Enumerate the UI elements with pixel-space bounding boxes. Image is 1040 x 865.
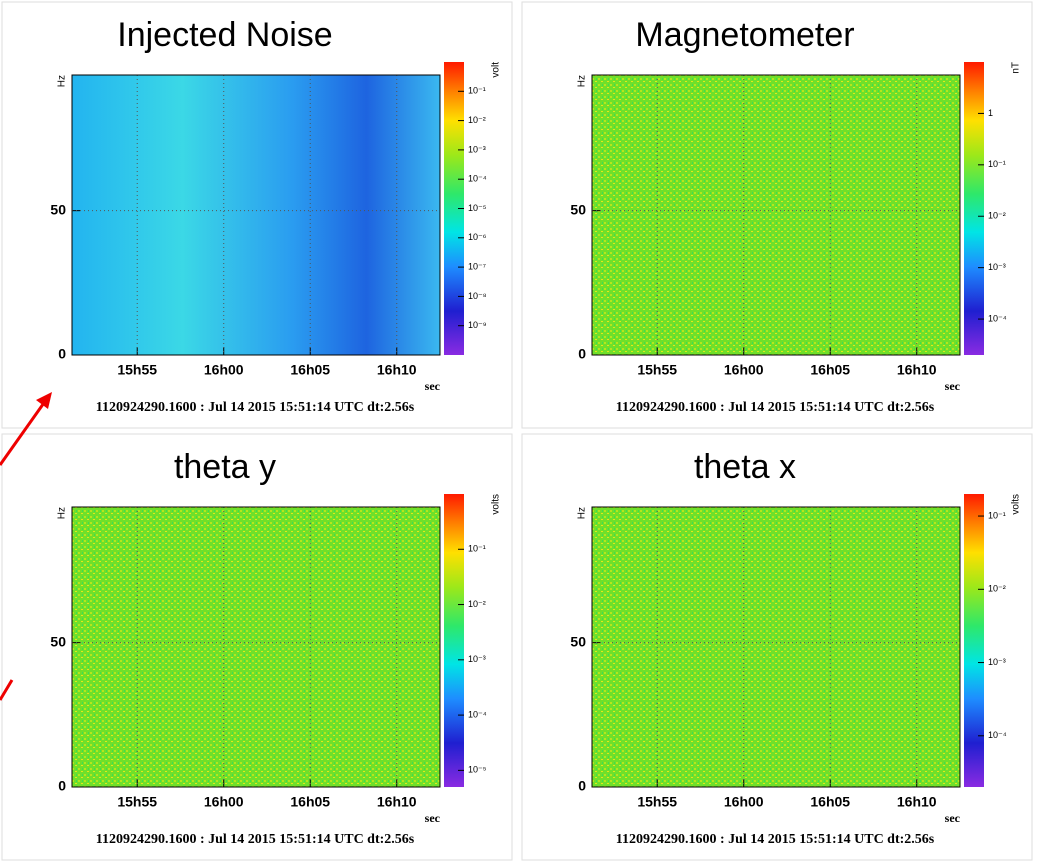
y-tick-label: 0 xyxy=(578,778,586,794)
colorbar-tick-label: 10⁻⁷ xyxy=(468,261,486,271)
colorbar-tick-label: 10⁻⁵ xyxy=(468,203,487,213)
colorbar-label: volts xyxy=(491,494,502,515)
colorbar-tick-label: 10⁻² xyxy=(468,599,486,609)
panel: 0 50 15h55 16h00 16h05 16h10 Hz sec 10⁻¹ 10⁻² 10⁻³… xyxy=(521,433,1033,861)
panel: 0 50 15h55 16h00 16h05 16h10 Hz sec 10⁻¹ 10⁻² 10⁻³… xyxy=(1,433,513,861)
x-tick-label: 16h00 xyxy=(724,794,764,810)
x-tick-label: 15h55 xyxy=(637,362,677,378)
colorbar-tick-label: 10⁻³ xyxy=(468,144,486,154)
x-tick-label: 15h55 xyxy=(117,362,157,378)
panel: 0 50 15h55 16h00 16h05 16h10 Hz sec 10⁻¹ 10⁻² 10⁻³… xyxy=(1,1,513,429)
axis-frame xyxy=(71,506,441,788)
axis-frame xyxy=(71,74,441,356)
x-axis-label: sec xyxy=(425,811,441,825)
arrow xyxy=(0,679,14,701)
y-axis-label: Hz xyxy=(577,75,588,87)
colorbar-tick-label: 10⁻⁴ xyxy=(468,709,487,719)
heatmap-area xyxy=(592,507,960,787)
colorbar-tick-label: 10⁻² xyxy=(988,211,1006,221)
colorbar xyxy=(444,62,464,355)
x-tick-label: 16h00 xyxy=(204,794,244,810)
axis-frame xyxy=(591,506,961,788)
y-tick-label: 0 xyxy=(578,346,586,362)
colorbar-label: volt xyxy=(491,62,502,78)
y-axis-label: Hz xyxy=(57,75,68,87)
x-tick-label: 15h55 xyxy=(637,794,677,810)
chart-title: Magnetometer xyxy=(635,16,854,54)
title-box xyxy=(40,438,435,496)
colorbar-tick-label: 10⁻³ xyxy=(468,654,486,664)
colorbar-tick-label: 10⁻⁸ xyxy=(468,291,487,301)
x-tick-label: 16h10 xyxy=(377,794,417,810)
title-box xyxy=(40,6,435,64)
colorbar-label: nT xyxy=(1011,62,1022,74)
y-axis-label: Hz xyxy=(577,507,588,519)
x-tick-label: 16h05 xyxy=(290,794,330,810)
x-axis-label: sec xyxy=(945,811,961,825)
colorbar-tick-label: 10⁻³ xyxy=(988,657,1006,667)
colorbar-tick-label: 10⁻¹ xyxy=(468,544,486,554)
footer: 1120924290.1600 : Jul 14 2015 15:51:14 U… xyxy=(616,400,935,415)
colorbar-tick-label: 1 xyxy=(988,108,993,118)
colorbar-tick-label: 10⁻⁴ xyxy=(988,313,1007,323)
x-tick-label: 16h10 xyxy=(377,362,417,378)
colorbar-tick-label: 10⁻⁴ xyxy=(468,174,487,184)
title-box xyxy=(560,438,955,496)
arrow xyxy=(0,399,48,466)
x-tick-label: 15h55 xyxy=(117,794,157,810)
y-tick-label: 50 xyxy=(50,201,66,217)
x-tick-label: 16h00 xyxy=(724,362,764,378)
y-tick-label: 50 xyxy=(50,633,66,649)
chart-title: theta x xyxy=(694,448,796,486)
colorbar-tick-label: 10⁻² xyxy=(468,115,486,125)
colorbar xyxy=(964,62,984,355)
heatmap-area xyxy=(72,507,440,787)
axis-frame xyxy=(591,74,961,356)
footer: 1120924290.1600 : Jul 14 2015 15:51:14 U… xyxy=(96,832,415,847)
colorbar xyxy=(444,494,464,787)
panel: 0 50 15h55 16h00 16h05 16h10 Hz sec 1 10⁻¹ 10⁻² 10⁻… xyxy=(521,1,1033,429)
footer: 1120924290.1600 : Jul 14 2015 15:51:14 U… xyxy=(96,400,415,415)
title-box xyxy=(560,6,955,64)
y-axis-label: Hz xyxy=(57,507,68,519)
colorbar-tick-label: 10⁻¹ xyxy=(468,86,486,96)
y-tick-label: 50 xyxy=(570,201,586,217)
x-tick-label: 16h00 xyxy=(204,362,244,378)
heatmap-area xyxy=(592,75,960,355)
y-tick-label: 0 xyxy=(58,346,66,362)
y-tick-label: 0 xyxy=(58,778,66,794)
y-tick-label: 50 xyxy=(570,633,586,649)
heatmap-area xyxy=(72,75,440,355)
colorbar-tick-label: 10⁻⁵ xyxy=(468,765,487,775)
x-tick-label: 16h05 xyxy=(810,794,850,810)
colorbar-label: volts xyxy=(1011,494,1022,515)
x-axis-label: sec xyxy=(945,379,961,393)
colorbar-tick-label: 10⁻¹ xyxy=(988,510,1006,520)
x-tick-label: 16h05 xyxy=(810,362,850,378)
x-tick-label: 16h05 xyxy=(290,362,330,378)
x-tick-label: 16h10 xyxy=(897,362,937,378)
colorbar-tick-label: 10⁻⁹ xyxy=(468,320,487,330)
chart-title: theta y xyxy=(174,448,276,486)
colorbar-tick-label: 10⁻⁶ xyxy=(468,232,487,242)
colorbar-tick-label: 10⁻² xyxy=(988,584,1006,594)
colorbar-tick-label: 10⁻³ xyxy=(988,262,1006,272)
x-axis-label: sec xyxy=(425,379,441,393)
arrow-head xyxy=(36,392,52,409)
x-tick-label: 16h10 xyxy=(897,794,937,810)
colorbar-tick-label: 10⁻⁴ xyxy=(988,730,1007,740)
colorbar xyxy=(964,494,984,787)
footer: 1120924290.1600 : Jul 14 2015 15:51:14 U… xyxy=(616,832,935,847)
colorbar-tick-label: 10⁻¹ xyxy=(988,159,1006,169)
chart-title: Injected Noise xyxy=(117,16,332,54)
